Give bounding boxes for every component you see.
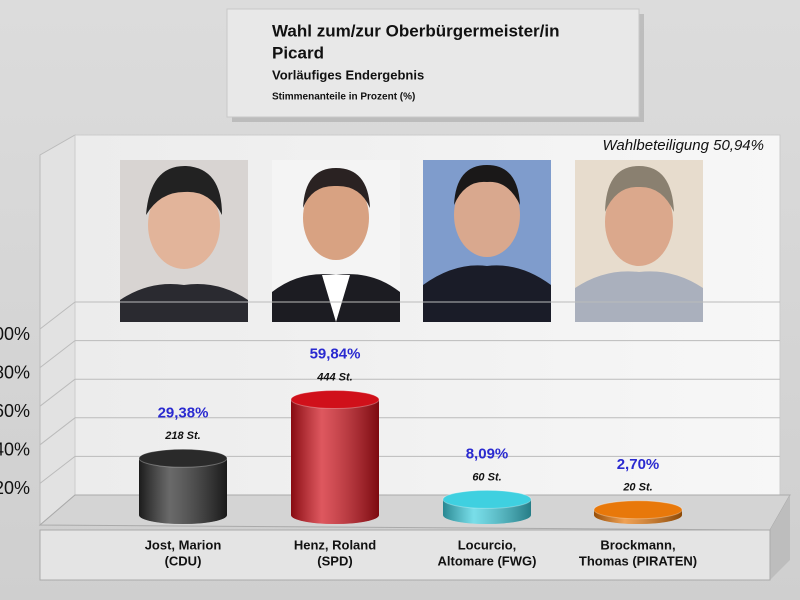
photo xyxy=(272,160,400,322)
x-tick-label: Locurcio, xyxy=(458,537,517,552)
value-label: 29,38% xyxy=(158,404,209,421)
title: Wahl zum/zur Oberbürgermeister/in xyxy=(272,21,559,40)
value-label: 59,84% xyxy=(310,345,361,362)
vote-label: 444 St. xyxy=(316,371,352,383)
x-tick-label: Thomas (PIRATEN) xyxy=(579,553,697,568)
vote-label: 20 St. xyxy=(622,482,652,494)
y-tick-label: 60% xyxy=(0,401,30,421)
photo xyxy=(120,160,248,322)
bar-top xyxy=(593,500,683,520)
x-tick-label: Brockmann, xyxy=(600,537,675,552)
bar-shading xyxy=(291,399,379,524)
x-tick-label: Henz, Roland xyxy=(294,537,376,552)
y-tick-label: 40% xyxy=(0,440,30,460)
x-tick-label: (SPD) xyxy=(317,553,352,568)
grid-line xyxy=(39,301,76,330)
photo xyxy=(575,160,703,322)
y-tick-label: 100% xyxy=(0,324,30,344)
x-tick-label: Jost, Marion xyxy=(145,537,222,552)
bar-top xyxy=(290,390,380,410)
grid-line xyxy=(39,456,76,484)
grid-line xyxy=(39,417,76,446)
subtitle: Vorläufiges Endergebnis xyxy=(272,67,424,82)
vote-label: 60 St. xyxy=(472,471,501,483)
bar-shading xyxy=(139,458,227,524)
side-wall xyxy=(39,134,76,527)
front-panel xyxy=(39,529,771,581)
grid-line xyxy=(39,378,76,407)
x-tick-label: (CDU) xyxy=(165,553,202,568)
x-tick-label: Altomare (FWG) xyxy=(438,553,537,568)
y-tick-label: 20% xyxy=(0,478,30,498)
title-box xyxy=(226,8,640,118)
y-tick-label: 80% xyxy=(0,362,30,382)
bar-top xyxy=(138,448,228,468)
value-label: 8,09% xyxy=(466,445,509,462)
vote-label: 218 St. xyxy=(164,430,200,442)
value-label: 2,70% xyxy=(617,456,660,473)
grid-line xyxy=(39,340,76,368)
turnout: Wahlbeteiligung 50,94% xyxy=(602,137,764,154)
photo xyxy=(423,160,551,322)
title-line2: Picard xyxy=(272,43,324,62)
bar-top xyxy=(442,489,532,509)
floor-side xyxy=(770,495,790,580)
note: Stimmenanteile in Prozent (%) xyxy=(272,92,415,103)
